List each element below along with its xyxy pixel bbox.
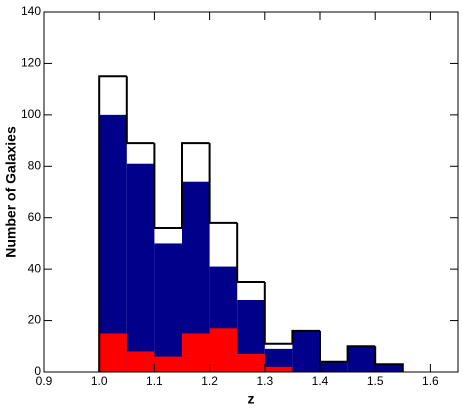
y-tick-label: 140 [21,4,41,18]
histogram-bar [264,366,293,372]
histogram-step [153,143,182,229]
x-tick-label: 1.4 [312,374,329,388]
y-axis-title: Number of Galaxies [3,126,19,258]
y-tick-label: 80 [28,158,42,172]
histogram-bar [237,354,265,372]
histogram-bar [292,330,320,372]
x-tick-label: 1.0 [91,374,108,388]
histogram-bar [320,361,348,372]
histogram-bar [209,328,238,372]
x-tick-label: 0.9 [36,374,53,388]
histogram-bar [126,351,155,372]
x-tick-label: 1.1 [146,374,163,388]
histogram-step [291,329,320,344]
histogram-step [236,222,265,283]
histogram-step [208,143,238,224]
histogram-step [98,75,127,372]
y-tick-label: 100 [21,107,41,121]
y-tick-label: 120 [21,56,41,70]
histogram-step [374,346,404,372]
x-tick-label: 1.5 [367,374,384,388]
plot-frame [43,11,459,373]
histogram-bar [154,356,182,372]
y-tick-label: 0 [34,364,41,378]
histogram-step [263,282,293,345]
x-axis-title: z [248,391,255,407]
histogram-bar [154,243,182,372]
histogram-step [346,345,376,362]
histogram-bar [99,333,127,372]
histogram-bar [264,348,293,372]
y-tick-label: 40 [28,261,42,275]
x-tick-label: 1.3 [256,374,273,388]
histogram-step [319,330,348,363]
histogram-bar [347,346,376,372]
x-tick-label: 1.6 [422,374,439,388]
x-tick-label: 1.2 [201,374,218,388]
y-tick-label: 20 [28,313,42,327]
histogram-bar [99,114,127,372]
y-tick-label: 60 [28,210,42,224]
histogram-bar [182,333,210,372]
histogram-step [181,142,210,228]
histogram-bar [375,364,403,372]
histogram-step [125,76,155,145]
histogram-bar [126,163,155,372]
